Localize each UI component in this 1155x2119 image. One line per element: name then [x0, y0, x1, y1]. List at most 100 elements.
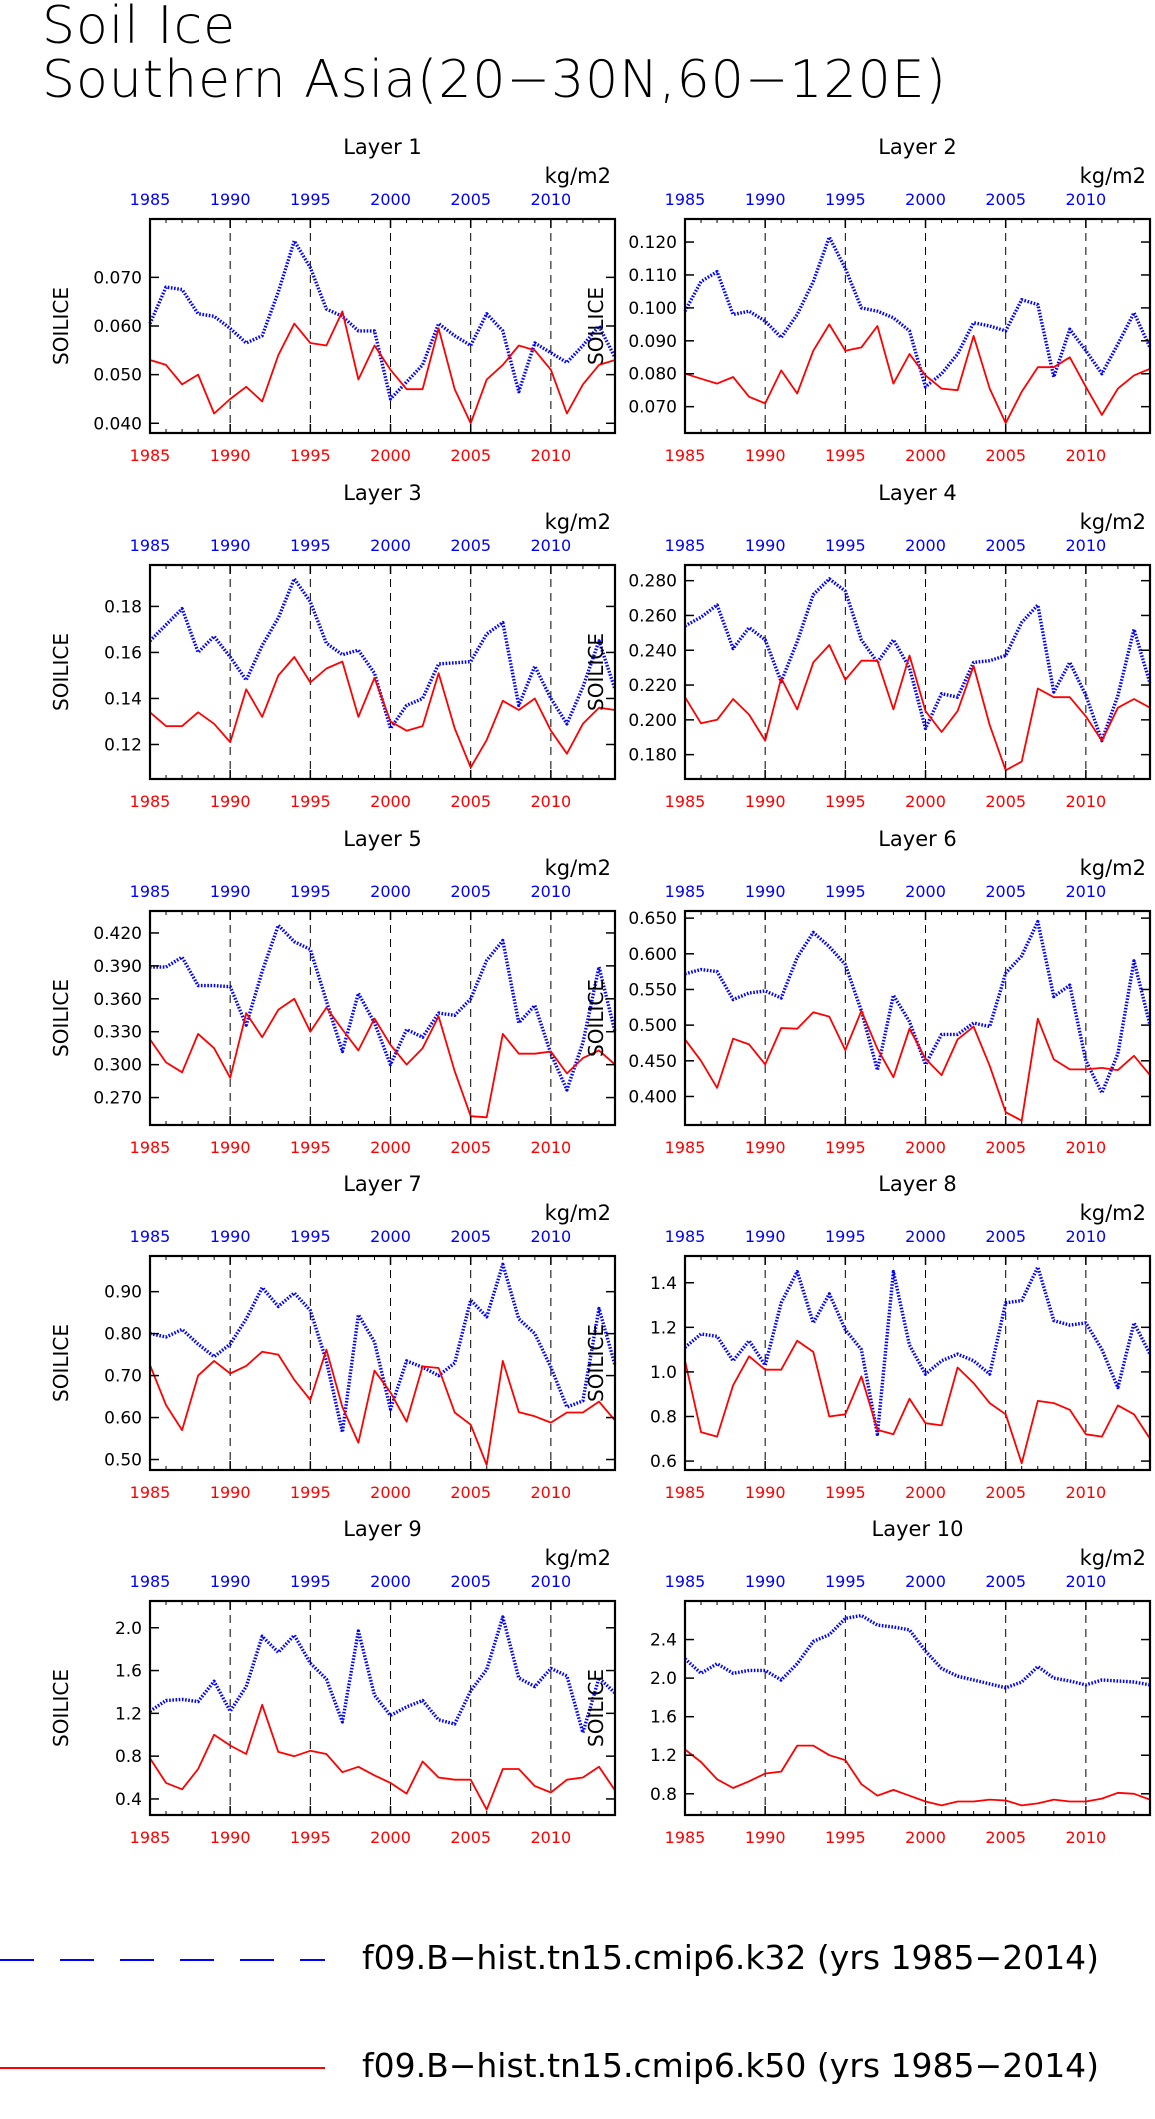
layer-9-xlabel-top: 2000	[370, 1572, 411, 1591]
layer-7-xlabel-top: 2000	[370, 1227, 411, 1246]
layer-8-xlabel-bottom: 1990	[745, 1483, 786, 1502]
layer-8-ylabel-tick: 1.0	[650, 1363, 677, 1383]
layer-10-ylabel-tick: 1.6	[650, 1708, 677, 1728]
layer-7-xlabel-bottom: 1990	[210, 1483, 251, 1502]
layer-1-ylabel: SOILICE	[49, 287, 73, 365]
layer-9-xlabel-bottom: 1985	[130, 1828, 171, 1847]
layer-3-xlabel-top: 2000	[370, 536, 411, 555]
layer-3-ylabel-tick: 0.14	[104, 689, 142, 709]
layer-5-ylabel-tick: 0.420	[93, 924, 142, 944]
layer-2-ylabel-tick: 0.070	[628, 398, 677, 418]
layer-10-xlabel-bottom: 1990	[745, 1828, 786, 1847]
layer-7-xlabel-bottom: 2005	[450, 1483, 491, 1502]
layer-1-ylabel-tick: 0.070	[93, 268, 142, 288]
layer-4-ylabel-tick: 0.220	[628, 676, 677, 696]
layer-4-xlabel-bottom: 1995	[825, 792, 866, 811]
layer-5-ylabel: SOILICE	[49, 979, 73, 1057]
layer-3-xlabel-bottom: 1985	[130, 792, 171, 811]
layer-1-xlabel-bottom: 2000	[370, 446, 411, 465]
layer-4-ylabel-tick: 0.200	[628, 711, 677, 731]
layer-6-units: kg/m2	[1080, 856, 1146, 880]
layer-6-xlabel-top: 2010	[1066, 882, 1107, 901]
layer-1-xlabel-bottom: 2010	[531, 446, 572, 465]
layer-3-ylabel-tick: 0.12	[104, 735, 142, 755]
layer-4-xlabel-bottom: 2010	[1066, 792, 1107, 811]
layer-2-frame	[683, 217, 1152, 435]
layer-9-xlabel-bottom: 2010	[531, 1828, 572, 1847]
layer-1-ylabel-tick: 0.040	[93, 414, 142, 434]
layer-3-xlabel-bottom: 2005	[450, 792, 491, 811]
layer-10-xlabel-bottom: 2010	[1066, 1828, 1107, 1847]
layer-8-title: Layer 8	[878, 1172, 957, 1196]
layer-10-series-k50	[684, 1744, 1151, 1807]
layer-2-series-k32	[683, 235, 1152, 389]
layer-3-xlabel-bottom: 1995	[290, 792, 331, 811]
layer-9-ylabel-tick: 0.4	[115, 1790, 142, 1810]
layer-9-xlabel-top: 1995	[290, 1572, 331, 1591]
layer-9-xlabel-bottom: 2005	[450, 1828, 491, 1847]
layer-4-frame	[683, 563, 1152, 781]
layer-6-xlabel-bottom: 2000	[905, 1138, 946, 1157]
layer-6-ylabel-tick: 0.400	[628, 1087, 677, 1107]
layer-4-xlabel-bottom: 1985	[665, 792, 706, 811]
layer-2-series-k50	[684, 323, 1151, 425]
layer-9-series-k32	[149, 1615, 617, 1735]
layer-4-xlabel-top: 2000	[905, 536, 946, 555]
layer-2-xlabel-bottom: 2000	[905, 446, 946, 465]
layer-5-xlabel-top: 2000	[370, 882, 411, 901]
layer-4-ylabel: SOILICE	[584, 633, 608, 711]
layer-8-xlabel-bottom: 2000	[905, 1483, 946, 1502]
layer-10-xlabel-top: 1990	[745, 1572, 786, 1591]
layer-3-units: kg/m2	[545, 510, 611, 534]
layer-2-xlabel-bottom: 2010	[1066, 446, 1107, 465]
layer-4-xlabel-top: 2005	[985, 536, 1026, 555]
layer-8-units: kg/m2	[1080, 1201, 1146, 1225]
layer-7-series-k50	[149, 1348, 616, 1466]
layer-1-xlabel-bottom: 1995	[290, 446, 331, 465]
layer-3-xlabel-top: 1985	[130, 536, 171, 555]
layer-5-xlabel-bottom: 2010	[531, 1138, 572, 1157]
layer-3-xlabel-bottom: 1990	[210, 792, 251, 811]
layer-4-xlabel-top: 1990	[745, 536, 786, 555]
layer-4-ylabel-tick: 0.240	[628, 641, 677, 661]
layer-5-ylabel-tick: 0.300	[93, 1056, 142, 1076]
layer-7-frame	[148, 1254, 617, 1472]
layer-9-units: kg/m2	[545, 1546, 611, 1570]
layer-2-ylabel-tick: 0.100	[628, 299, 677, 319]
layer-8-series-k32	[683, 1265, 1152, 1437]
layer-9-xlabel-bottom: 1990	[210, 1828, 251, 1847]
layer-9-ylabel-tick: 1.2	[115, 1704, 142, 1724]
layer-2-xlabel-top: 2005	[985, 190, 1026, 209]
layer-8-xlabel-top: 1985	[665, 1227, 706, 1246]
layer-7-ylabel-tick: 0.70	[104, 1367, 142, 1387]
layer-6-ylabel: SOILICE	[584, 979, 608, 1057]
layer-8-frame	[683, 1254, 1152, 1472]
layer-10-xlabel-bottom: 2000	[905, 1828, 946, 1847]
layer-6-xlabel-top: 2000	[905, 882, 946, 901]
layer-3-series-k50	[149, 656, 616, 769]
layer-7-ylabel: SOILICE	[49, 1324, 73, 1402]
layer-7-ylabel-tick: 0.60	[104, 1409, 142, 1429]
layer-3-xlabel-top: 1990	[210, 536, 251, 555]
layer-6-xlabel-top: 1995	[825, 882, 866, 901]
layer-5-xlabel-bottom: 2005	[450, 1138, 491, 1157]
layer-5-series-k32	[150, 923, 617, 1092]
layer-6-xlabel-top: 1985	[665, 882, 706, 901]
layer-10-units: kg/m2	[1080, 1546, 1146, 1570]
layer-8-ylabel-tick: 1.4	[650, 1274, 677, 1294]
layer-3-ylabel-tick: 0.18	[104, 597, 142, 617]
layer-4-xlabel-top: 1985	[665, 536, 706, 555]
layer-10-series-k32	[683, 1613, 1151, 1690]
layer-10-xlabel-top: 2005	[985, 1572, 1026, 1591]
legend-label-k50: f09.B−hist.tn15.cmip6.k50 (yrs 1985−2014…	[362, 2046, 1100, 2085]
layer-6-xlabel-bottom: 1995	[825, 1138, 866, 1157]
layer-7-title: Layer 7	[343, 1172, 422, 1196]
layer-1-xlabel-bottom: 1985	[130, 446, 171, 465]
layer-3-frame	[148, 563, 617, 781]
layer-8-xlabel-bottom: 2005	[985, 1483, 1026, 1502]
layer-5-xlabel-top: 1990	[210, 882, 251, 901]
layer-7-xlabel-bottom: 1985	[130, 1483, 171, 1502]
layer-8-xlabel-top: 2000	[905, 1227, 946, 1246]
layer-6-xlabel-top: 1990	[745, 882, 786, 901]
layer-3-xlabel-top: 1995	[290, 536, 331, 555]
